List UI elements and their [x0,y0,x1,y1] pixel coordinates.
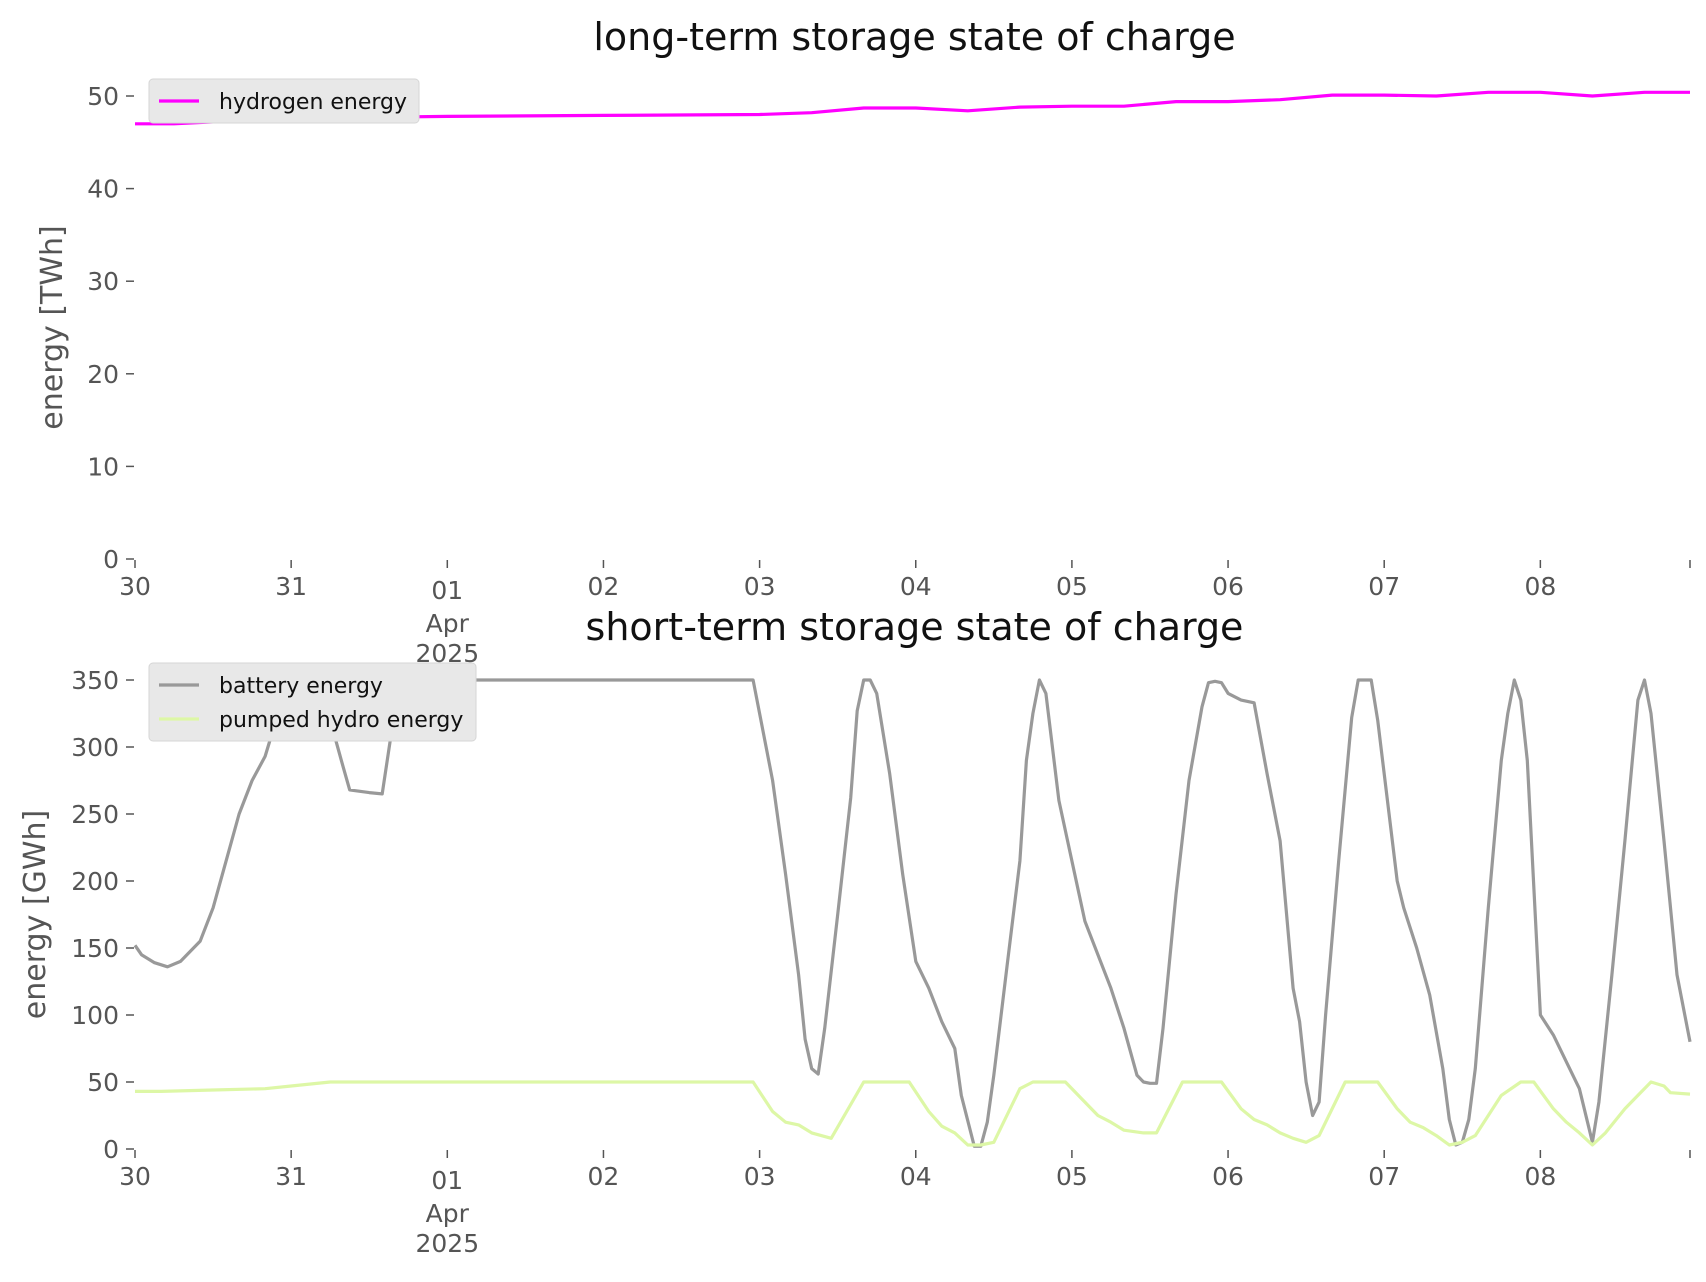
y-tick-label: 350 [71,666,119,695]
y-tick-label: 200 [71,867,119,896]
y-tick-label: 40 [87,175,119,204]
series-line-pumped-hydro-energy [135,1080,1691,1147]
x-tick-label: 07 [1368,572,1400,601]
x-tick-label: 06 [1212,1162,1244,1191]
x-tick-label: 07 [1368,1162,1400,1191]
legend-label: pumped hydro energy [219,708,463,733]
x-tick-label: 04 [900,1162,932,1191]
x-tick-year: 2025 [415,1229,479,1258]
x-tick-label: 31 [275,1162,307,1191]
x-tick-month: Apr [426,609,470,638]
legend-box [148,78,420,124]
x-tick-label: 01 [431,1166,463,1195]
y-tick-label: 50 [87,1068,119,1097]
y-tick-label: 20 [87,360,119,389]
legend-label: battery energy [219,674,383,699]
x-tick-label: 05 [1056,572,1088,601]
x-tick-label: 08 [1524,572,1556,601]
legend-box [148,662,477,742]
chart-title: long-term storage state of charge [593,15,1235,59]
x-tick-label: 06 [1212,572,1244,601]
x-tick-label: 30 [119,1162,151,1191]
x-tick-label: 31 [275,572,307,601]
y-tick-label: 30 [87,267,119,296]
x-tick-label: 08 [1524,1162,1556,1191]
x-tick-label: 02 [588,1162,620,1191]
x-tick-label: 03 [744,572,776,601]
chart-title: short-term storage state of charge [586,605,1244,649]
y-tick-label: 0 [103,545,119,574]
x-tick-month: Apr [426,1199,470,1228]
y-tick-label: 100 [71,1001,119,1030]
chart-panel-1: long-term storage state of charge energy … [35,15,1691,668]
chart-panel-2: short-term storage state of charge energy… [18,605,1692,1258]
x-tick-label: 02 [588,572,620,601]
x-tick-label: 30 [119,572,151,601]
y-tick-label: 300 [71,733,119,762]
y-axis-label: energy [TWh] [35,225,70,429]
series-line-battery-energy [133,678,1692,1148]
y-axis-label: energy [GWh] [18,810,53,1019]
legend-label: hydrogen energy [219,90,407,115]
y-tick-label: 150 [71,934,119,963]
y-tick-label: 50 [87,82,119,111]
x-tick-label: 05 [1056,1162,1088,1191]
y-tick-label: 250 [71,800,119,829]
x-tick-label: 01 [431,576,463,605]
y-tick-label: 0 [103,1135,119,1164]
x-tick-label: 04 [900,572,932,601]
y-tick-label: 10 [87,452,119,481]
x-tick-label: 03 [744,1162,776,1191]
